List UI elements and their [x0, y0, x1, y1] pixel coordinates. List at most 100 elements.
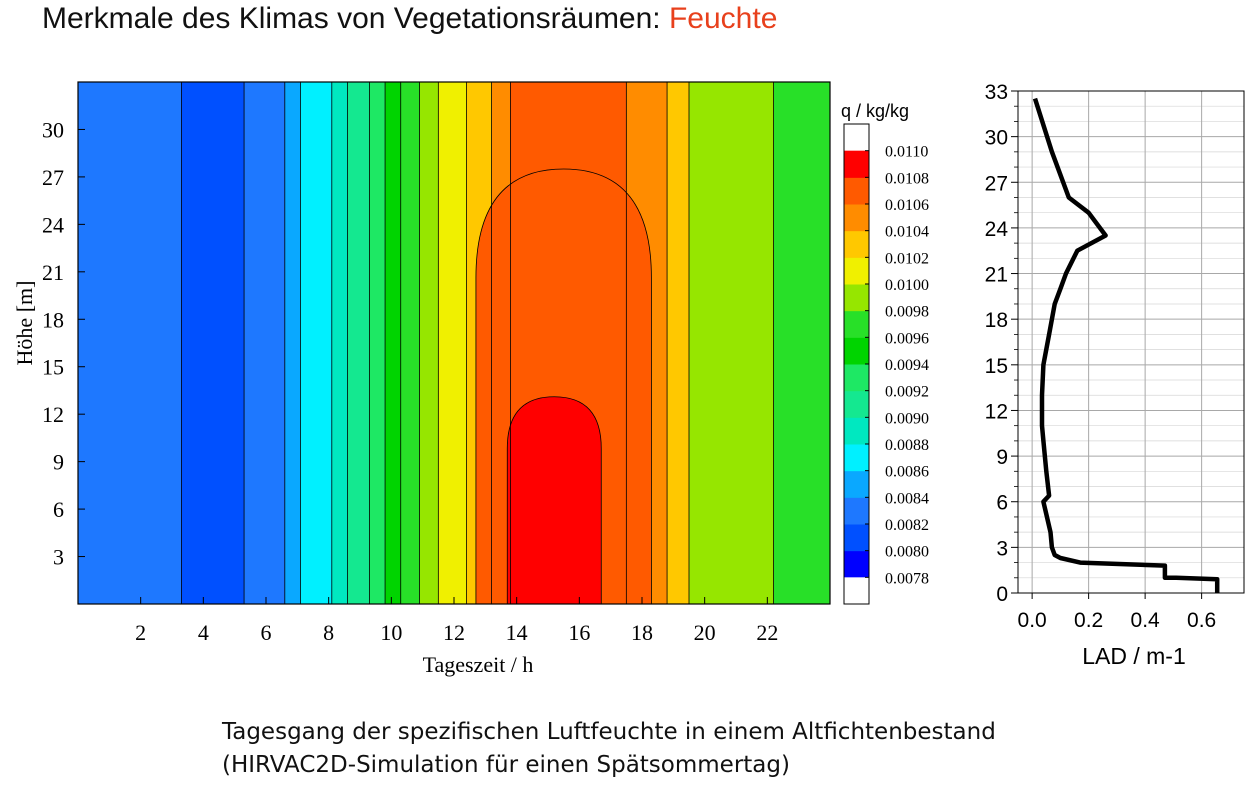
lad-x-tick-label: 0.2: [1074, 609, 1103, 632]
colorbar-tick-label: 0.0088: [885, 437, 929, 454]
x-tick-label: 2: [135, 620, 146, 645]
y-tick-label: 6: [53, 497, 64, 522]
colorbar-tick-label: 0.0098: [885, 304, 929, 321]
colorbar-segment: [844, 364, 869, 392]
colorbar-tick-label: 0.0086: [885, 464, 929, 481]
x-tick-label: 10: [380, 620, 402, 645]
heatmap-band: [400, 82, 421, 604]
x-tick-label: 20: [694, 620, 716, 645]
lad-grid: [1018, 90, 1244, 594]
colorbar-segment: [844, 390, 869, 418]
heatmap-band: [331, 82, 349, 604]
heatmap-fills: [78, 82, 830, 604]
colorbar-segment: [844, 550, 869, 578]
colorbar-segment: [844, 417, 869, 445]
colorbar-segment: [844, 124, 869, 151]
y-tick-label: 15: [42, 355, 64, 380]
colorbar-tick-label: 0.0084: [885, 490, 929, 507]
caption-line-2: (HIRVAC2D-Simulation für einen Spätsomme…: [222, 752, 790, 778]
lad-y-tick-label: 33: [985, 81, 1008, 104]
y-tick-label: 30: [42, 117, 64, 142]
colorbar-tick-label: 0.0102: [885, 250, 929, 267]
colorbar-tick-label: 0.0078: [885, 570, 929, 587]
colorbar: 0.0078 0.0080 0.0082 0.0084 0.0086 0.0088 0.00…: [843, 123, 929, 605]
colorbar-tick-label: 0.0104: [885, 224, 929, 241]
y-tick-label: 18: [42, 307, 64, 332]
colorbar-tick-label: 0.0096: [885, 330, 929, 347]
lad-y-tick-label: 9: [996, 446, 1008, 469]
lad-y-tick-label: 30: [985, 127, 1008, 150]
lad-axes: 0 3 6 9 12 15 18 21 24 27 30 33 0.0 0.2 0.4 0.6: [985, 81, 1217, 632]
heatmap-band: [347, 82, 370, 604]
lad-x-label: LAD / m-1: [1082, 643, 1186, 669]
heatmap-band: [385, 82, 402, 604]
y-tick-label: 9: [53, 450, 64, 475]
page-title: Merkmale des Klimas von Vegetationsräume…: [42, 2, 777, 36]
colorbar-tick-label: 0.0094: [885, 357, 929, 374]
caption-line-1: Tagesgang der spezifischen Luftfeuchte i…: [222, 719, 996, 745]
colorbar-label: q / kg/kg: [841, 101, 909, 121]
x-tick-label: 4: [198, 620, 209, 645]
colorbar-segment: [844, 470, 869, 498]
lad-y-tick-label: 12: [985, 400, 1008, 423]
colorbar-segment: [844, 337, 869, 365]
lad-y-tick-label: 0: [996, 583, 1008, 606]
lad-y-tick-label: 3: [996, 537, 1008, 560]
heatmap-band: [244, 82, 286, 604]
colorbar-segment: [844, 310, 869, 338]
heatmap-x-label: Tageszeit / h: [423, 652, 534, 677]
lad-x-tick-label: 0.0: [1018, 609, 1047, 632]
heatmap-band: [438, 82, 468, 604]
colorbar-segment: [844, 497, 869, 525]
lad-x-tick-label: 0.6: [1187, 609, 1216, 632]
lad-y-tick-label: 21: [985, 264, 1008, 287]
y-tick-label: 24: [42, 212, 64, 237]
x-tick-label: 22: [756, 620, 778, 645]
x-tick-label: 12: [443, 620, 465, 645]
colorbar-segment: [844, 577, 869, 604]
lad-x-tick-label: 0.4: [1131, 609, 1161, 632]
colorbar-segment: [844, 284, 869, 312]
colorbar-segment: [844, 150, 869, 178]
heatmap-band: [300, 82, 333, 604]
lad-frame: [1017, 90, 1245, 594]
title-accent: Feuchte: [668, 2, 778, 35]
colorbar-tick-label: 0.0090: [885, 410, 929, 427]
lad-y-tick-label: 24: [985, 218, 1009, 241]
colorbar-segment: [844, 444, 869, 472]
y-tick-label: 12: [42, 402, 64, 427]
y-tick-label: 3: [53, 545, 64, 570]
colorbar-tick-label: 0.0080: [885, 544, 929, 561]
colorbar-tick-label: 0.0092: [885, 384, 929, 401]
lad-series-line: [1032, 97, 1220, 593]
lad-y-tick-label: 18: [985, 309, 1008, 332]
x-tick-label: 16: [568, 620, 590, 645]
x-tick-label: 18: [631, 620, 653, 645]
contour-region: [506, 396, 602, 604]
heatmap-band: [369, 82, 386, 604]
colorbar-tick-label: 0.0082: [885, 517, 929, 534]
colorbar-segment: [844, 524, 869, 552]
heatmap-band: [419, 82, 439, 604]
colorbar-tick-label: 0.0106: [885, 197, 929, 214]
heatmap-band: [689, 82, 775, 604]
heatmap-band: [773, 82, 830, 604]
colorbar-segment: [844, 257, 869, 285]
heatmap-band: [181, 82, 245, 604]
colorbar-tick-label: 0.0110: [885, 144, 928, 161]
heatmap-band: [667, 82, 690, 604]
lad-y-tick-label: 6: [996, 492, 1008, 515]
heatmap-contours: [180, 82, 774, 604]
y-tick-label: 27: [42, 165, 64, 190]
colorbar-tick-label: 0.0100: [885, 277, 929, 294]
title-main: Merkmale des Klimas von Vegetationsräume…: [42, 2, 661, 35]
x-tick-label: 6: [261, 620, 272, 645]
y-tick-label: 21: [42, 260, 64, 285]
heatmap-y-label: Höhe [m]: [12, 281, 37, 366]
heatmap-band: [78, 82, 182, 604]
x-tick-label: 14: [506, 620, 528, 645]
heatmap-band: [284, 82, 302, 604]
colorbar-segment: [844, 230, 869, 258]
